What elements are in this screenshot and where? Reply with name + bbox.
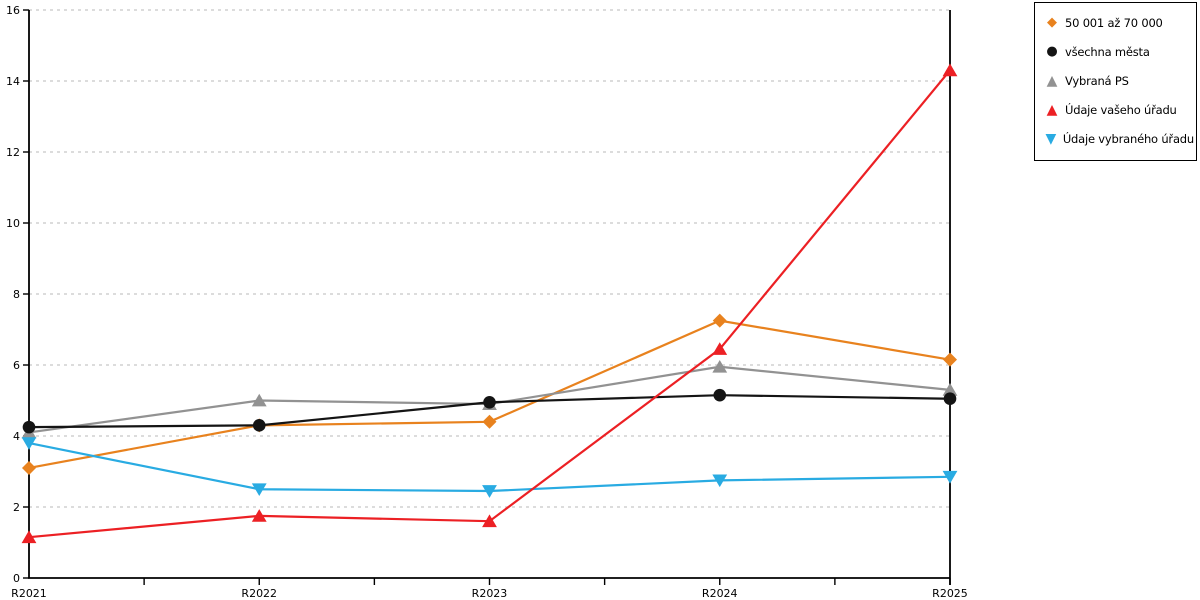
x-tick-label: R2021 (11, 587, 47, 600)
y-tick-label: 10 (6, 217, 20, 230)
legend-label: všechna města (1065, 44, 1150, 59)
y-axis-labels: 0 2 4 6 8 10 12 14 16 (6, 4, 29, 585)
legend-item: ● všechna města (1044, 37, 1194, 66)
y-tick-label: 14 (6, 75, 20, 88)
legend-item: ▲ Údaje vašeho úřadu (1044, 95, 1194, 124)
x-axis-labels: R2021 R2022 R2023 R2024 R2025 (11, 578, 968, 600)
series-triangle-up-3 (21, 63, 958, 544)
series-circle-1 (22, 388, 957, 434)
legend-marker-icon: ▲ (1046, 72, 1058, 89)
legend-marker-icon: ● (1046, 43, 1058, 59)
legend-label: Vybraná PS (1065, 73, 1129, 88)
legend-marker-icon: ◆ (1047, 14, 1057, 30)
legend-marker-icon: ▼ (1045, 130, 1057, 147)
gridlines (29, 9, 950, 508)
x-tick-label: R2024 (702, 587, 738, 600)
y-tick-label: 6 (13, 359, 20, 372)
y-tick-label: 16 (6, 4, 20, 17)
y-tick-label: 0 (13, 572, 20, 585)
y-tick-label: 12 (6, 146, 20, 159)
x-tick-label: R2023 (472, 587, 508, 600)
x-tick-label: R2022 (241, 587, 277, 600)
legend-label: Údaje vybraného úřadu (1062, 131, 1194, 146)
y-tick-label: 2 (13, 501, 20, 514)
legend-label: Údaje vašeho úřadu (1065, 102, 1177, 117)
legend-label: 50 001 až 70 000 (1065, 15, 1163, 30)
legend-item: ◆ 50 001 až 70 000 (1044, 8, 1194, 37)
legend-item: ▼ Údaje vybraného úřadu (1044, 124, 1195, 153)
series-diamond-0 (22, 313, 957, 475)
axes (28, 10, 951, 585)
y-tick-label: 8 (13, 288, 20, 301)
y-tick-label: 4 (13, 430, 20, 443)
series-triangle-down-4 (21, 437, 958, 498)
legend-marker-icon: ▲ (1046, 101, 1058, 118)
legend-box: ◆ 50 001 až 70 000 ● všechna města ▲ Vyb… (1034, 2, 1197, 161)
legend-item: ▲ Vybraná PS (1044, 66, 1194, 95)
x-tick-label: R2025 (932, 587, 968, 600)
